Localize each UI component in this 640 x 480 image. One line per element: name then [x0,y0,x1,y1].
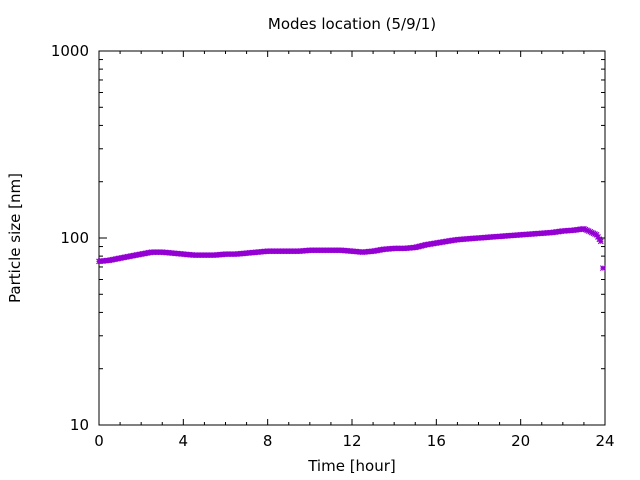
x-tick-label: 8 [263,432,273,450]
y-axis-ticks: 10 100 1000 [51,42,605,434]
y-tick-label: 1000 [51,42,89,60]
x-tick-label: 0 [94,432,104,450]
x-tick-label: 24 [595,432,614,450]
data-points [96,225,606,272]
plot-frame [98,50,606,426]
x-tick-label: 12 [342,432,361,450]
chart-title: Modes location (5/9/1) [268,15,436,33]
data-point [597,238,604,245]
x-tick-label: 20 [511,432,530,450]
y-axis-title: Particle size [nm] [6,173,24,303]
x-tick-label: 4 [179,432,189,450]
x-tick-label: 16 [427,432,446,450]
x-axis-ticks: 0 4 8 12 16 20 24 [94,51,615,450]
data-point [599,265,606,272]
y-tick-label: 10 [70,416,89,434]
y-tick-label: 100 [60,229,89,247]
x-axis-title: Time [hour] [307,457,396,475]
